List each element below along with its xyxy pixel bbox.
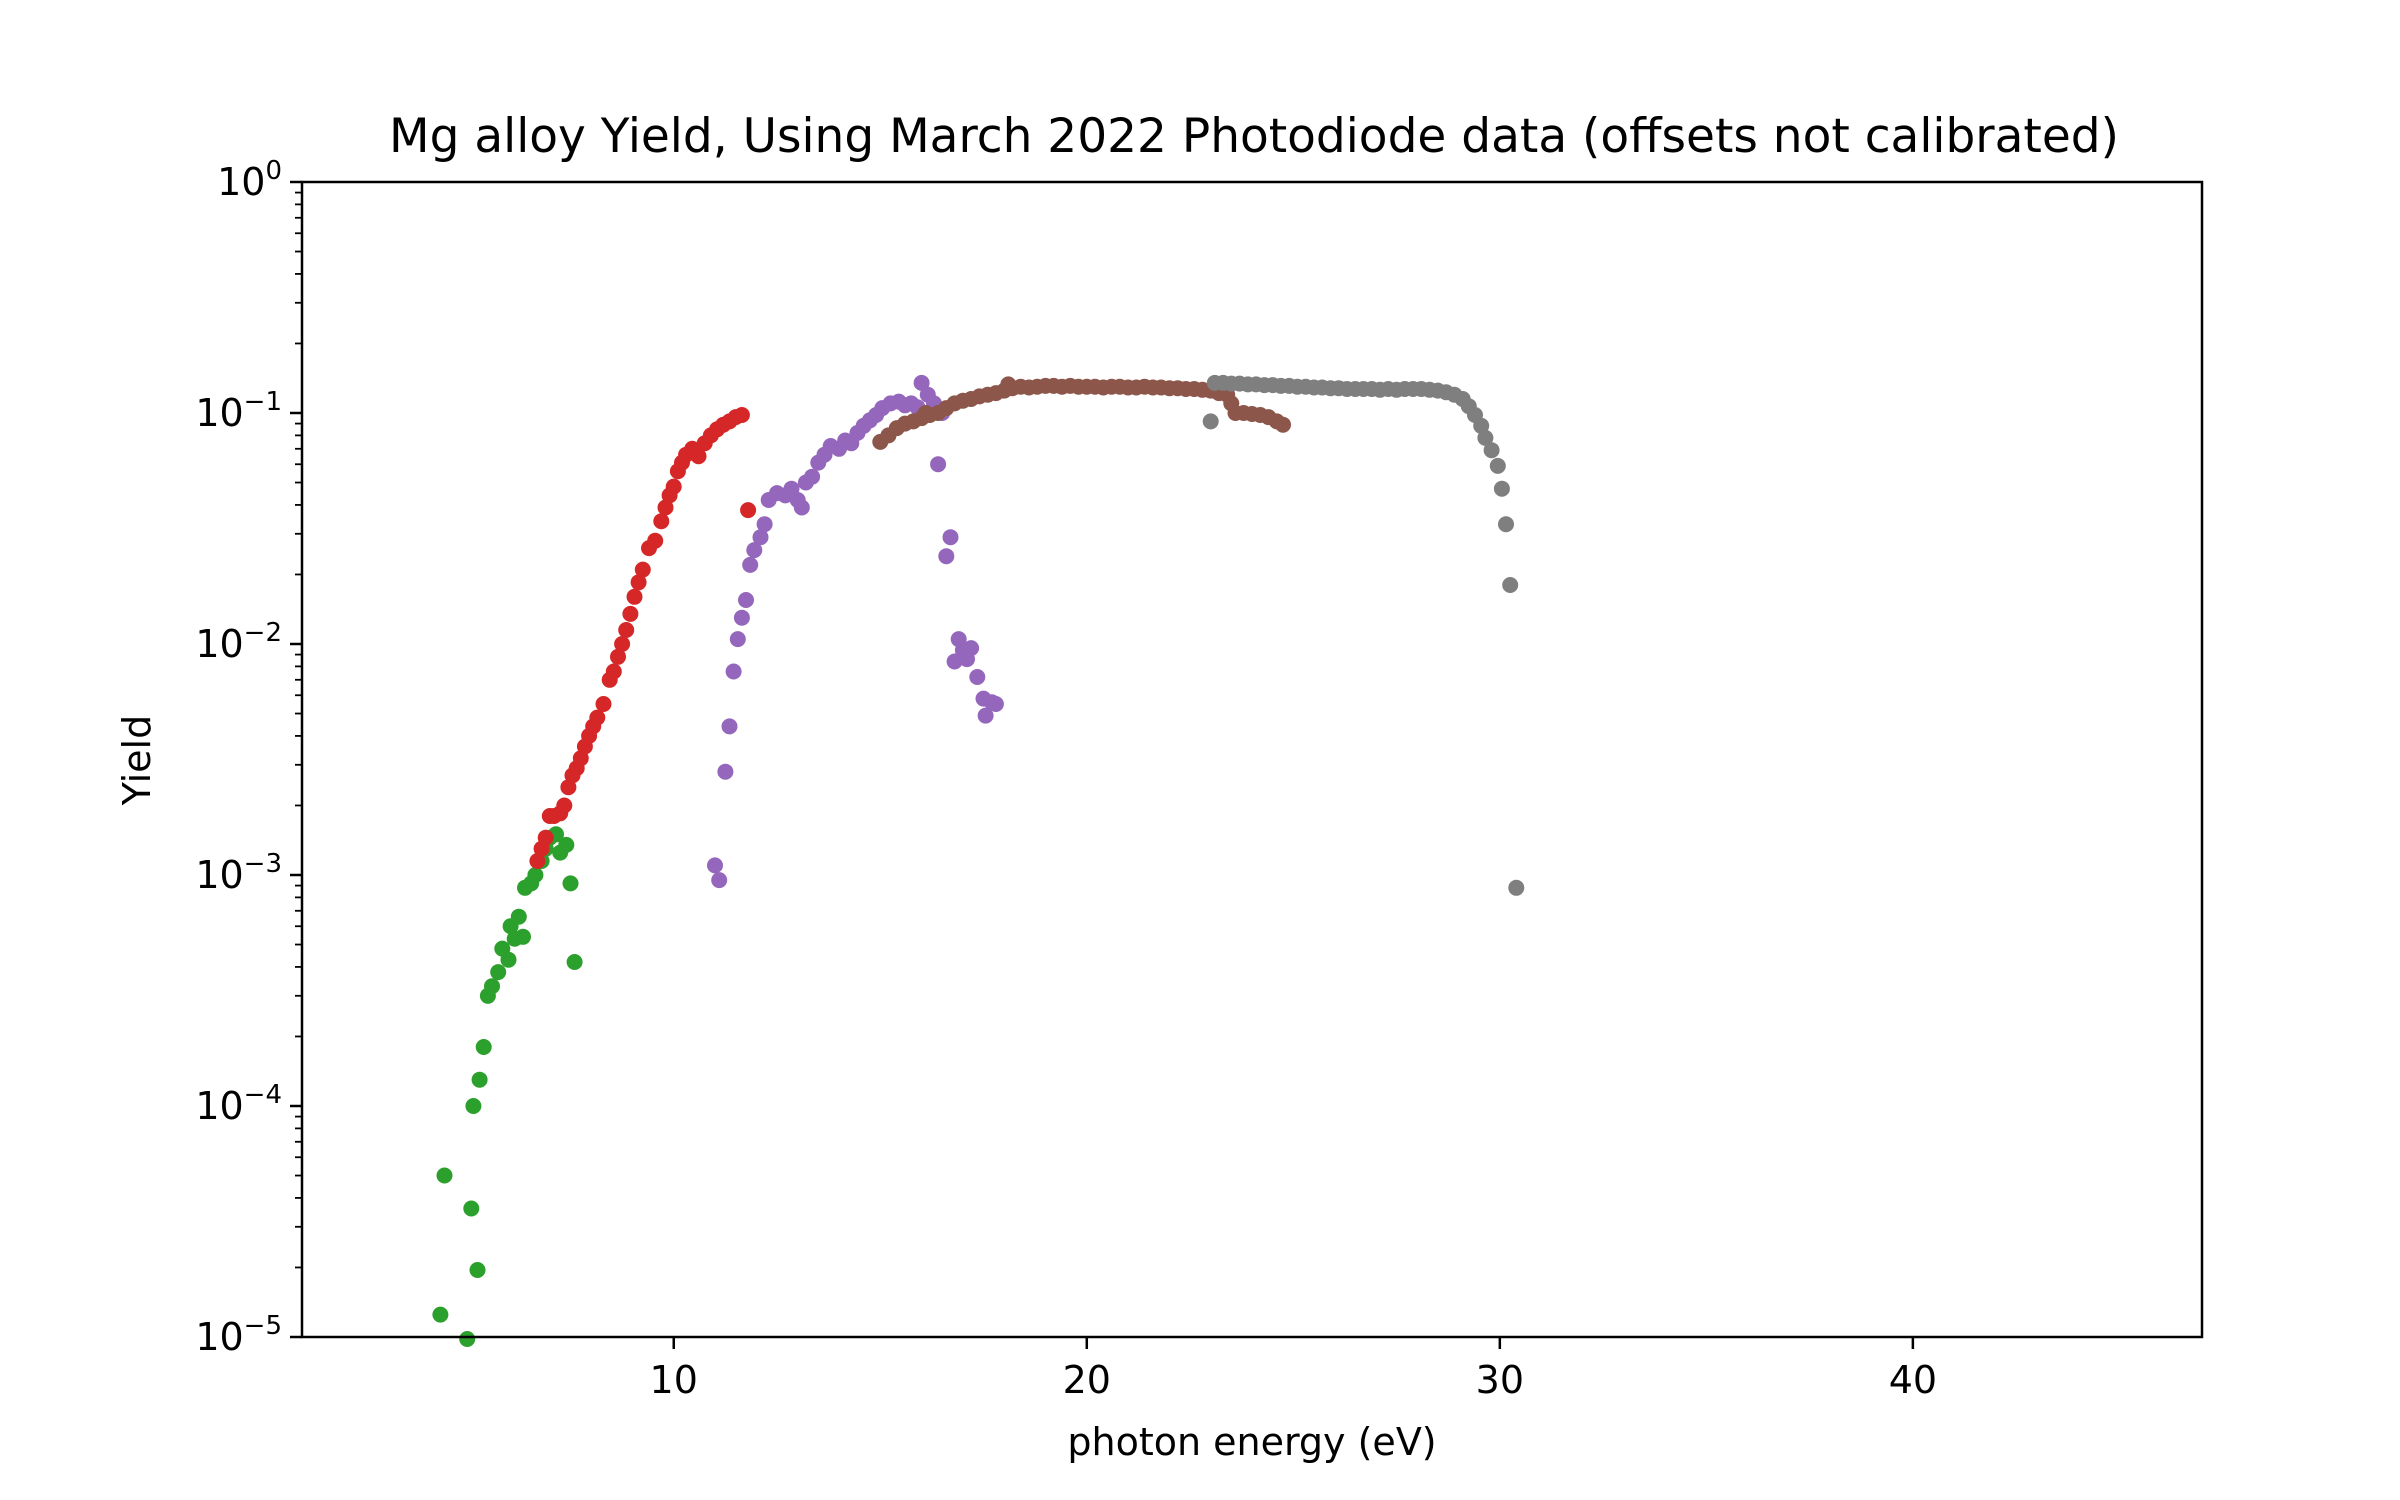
data-point	[622, 605, 639, 622]
data-point	[515, 928, 531, 945]
x-tick-label: 10	[650, 1358, 698, 1402]
data-point	[500, 951, 517, 968]
data-point	[469, 1262, 486, 1278]
data-point	[1202, 413, 1219, 430]
data-point	[589, 709, 606, 726]
data-point	[707, 857, 723, 874]
data-point	[626, 588, 643, 605]
y-axis: 100 10−1 10−2 10−3 10−4 10−5	[195, 156, 302, 1359]
data-point	[721, 718, 738, 735]
data-point	[653, 513, 670, 530]
y-tick-label: 10−5	[195, 1311, 282, 1359]
data-point	[630, 574, 647, 591]
data-point	[484, 978, 500, 995]
data-point	[634, 561, 651, 578]
data-point	[1498, 516, 1514, 533]
data-point	[804, 468, 821, 485]
data-point	[1000, 376, 1017, 393]
data-point	[618, 622, 635, 638]
data-point	[595, 696, 612, 712]
y-tick-label: 10−2	[195, 618, 282, 666]
data-point	[969, 669, 986, 685]
data-point	[717, 763, 734, 780]
data-point	[733, 609, 750, 626]
data-point	[942, 529, 959, 546]
data-point	[566, 954, 583, 970]
data-point	[1489, 457, 1506, 474]
data-points	[432, 374, 1525, 1347]
y-axis-label: Yield	[115, 715, 159, 806]
data-point	[1477, 429, 1494, 446]
data-point	[963, 640, 980, 657]
data-point	[614, 636, 631, 652]
data-point	[490, 964, 507, 981]
data-point	[1483, 442, 1500, 459]
data-point	[930, 456, 947, 473]
data-point	[746, 542, 763, 559]
data-point	[913, 374, 930, 391]
data-point	[610, 648, 626, 665]
data-point	[729, 631, 746, 648]
data-point	[756, 516, 773, 533]
data-point	[946, 653, 963, 670]
data-point	[471, 1071, 488, 1088]
series-3	[872, 376, 1291, 450]
data-point	[742, 556, 759, 573]
data-point	[1275, 416, 1291, 433]
data-point	[1473, 417, 1490, 434]
data-point	[647, 532, 664, 549]
data-point	[475, 1039, 492, 1055]
chart-title: Mg alloy Yield, Using March 2022 Photodi…	[389, 109, 2119, 164]
data-point	[740, 502, 757, 519]
plot-frame	[300, 180, 2204, 1339]
data-point	[738, 592, 754, 608]
data-point	[465, 1098, 482, 1114]
data-point	[1493, 480, 1510, 497]
data-point	[752, 529, 769, 546]
data-point	[793, 499, 810, 516]
data-point	[432, 1306, 449, 1323]
data-point	[558, 836, 575, 853]
y-tick-label: 10−1	[195, 387, 282, 435]
series-4	[1202, 374, 1525, 896]
data-point	[537, 829, 554, 846]
data-point	[556, 797, 573, 814]
x-tick-label: 40	[1889, 1358, 1937, 1402]
series-1	[529, 407, 757, 869]
x-axis-label: photon energy (eV)	[1067, 1420, 1436, 1464]
data-point	[690, 448, 707, 465]
data-point	[987, 696, 1004, 712]
x-tick-label: 20	[1063, 1358, 1111, 1402]
x-axis: 10 20 30 40	[650, 1337, 1937, 1402]
data-point	[1502, 577, 1519, 593]
x-tick-label: 30	[1476, 1358, 1524, 1402]
y-tick-label: 100	[217, 156, 282, 204]
data-point	[665, 478, 682, 495]
data-point	[1508, 879, 1525, 896]
data-point	[562, 875, 579, 892]
data-point	[436, 1167, 453, 1184]
data-point	[917, 405, 934, 421]
series-2	[707, 374, 1004, 889]
data-point	[529, 853, 546, 869]
data-point	[938, 548, 955, 565]
data-point	[711, 872, 728, 889]
y-tick-label: 10−3	[195, 849, 282, 897]
data-point	[459, 1331, 476, 1347]
data-point	[657, 499, 674, 516]
data-point	[463, 1200, 480, 1217]
data-point	[977, 707, 994, 724]
data-point	[733, 407, 750, 423]
data-point	[605, 663, 622, 680]
y-tick-label: 10−4	[195, 1080, 282, 1128]
data-point	[527, 867, 544, 883]
data-point	[725, 663, 742, 680]
data-point	[510, 908, 527, 925]
